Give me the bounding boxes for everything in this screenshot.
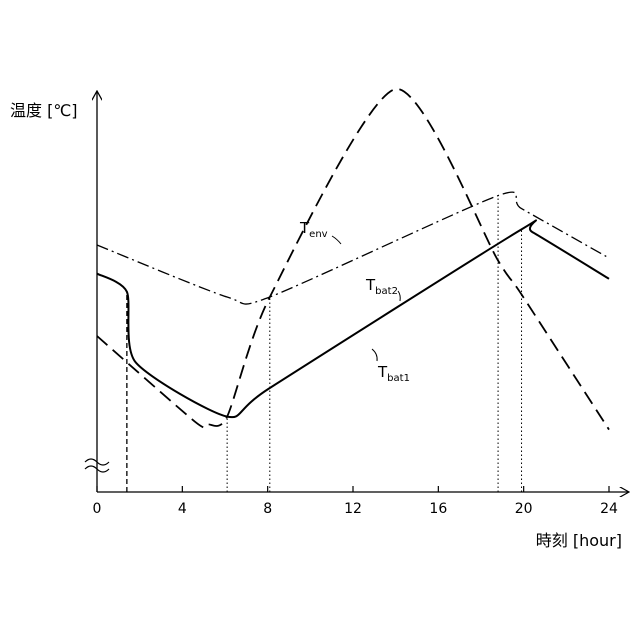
x-ticks: 0 4 8 12 16 20 24 <box>93 486 618 517</box>
x-tick-label: 16 <box>429 501 447 517</box>
x-tick-label: 12 <box>344 501 362 517</box>
series-line-bat2 <box>96 191 610 305</box>
guide-lines <box>126 195 523 492</box>
env-label-leader <box>331 235 342 245</box>
svg-text:Tenv: Tenv <box>299 219 328 240</box>
env-label-sub: env <box>309 229 327 240</box>
x-tick-label: 8 <box>263 501 272 517</box>
bat2-label-leader <box>397 290 401 302</box>
axes <box>84 92 628 492</box>
bat1-label-main: T <box>377 363 388 381</box>
bat2-label-main: T <box>365 276 376 294</box>
bat1-label-sub: bat1 <box>387 373 410 384</box>
bat1-label-leader <box>371 348 378 362</box>
x-axis-label: 時刻 [hour] <box>536 531 622 550</box>
axis-break-mark <box>84 458 110 473</box>
x-tick-label: 20 <box>515 501 533 517</box>
y-axis-label: 温度 [℃] <box>10 101 78 120</box>
env-label-main: T <box>299 219 310 237</box>
series-line-env <box>96 88 610 431</box>
x-tick-label: 0 <box>93 501 102 517</box>
x-tick-label: 4 <box>178 501 187 517</box>
series-label-bat1: Tbat1 <box>371 348 410 384</box>
bat2-label-sub: bat2 <box>375 286 398 297</box>
svg-text:Tbat1: Tbat1 <box>377 363 410 384</box>
svg-text:Tbat2: Tbat2 <box>365 276 398 297</box>
x-tick-label: 24 <box>600 501 618 517</box>
series-line-bat1 <box>96 219 610 419</box>
series-lines <box>96 88 610 431</box>
series-label-env: Tenv <box>299 219 342 245</box>
series-label-bat2: Tbat2 <box>365 276 401 302</box>
